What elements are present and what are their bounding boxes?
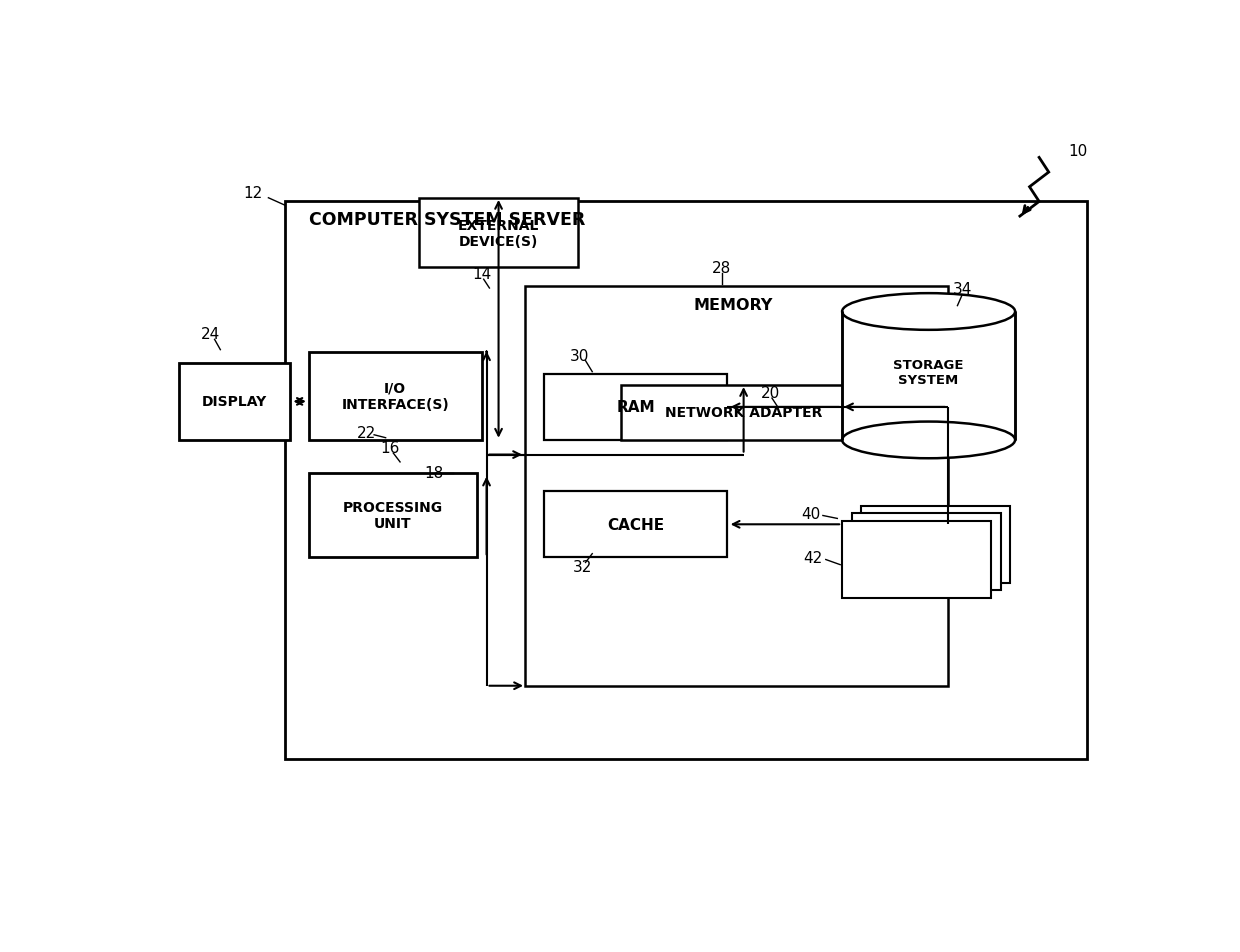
Text: I/O
INTERFACE(S): I/O INTERFACE(S) [341, 382, 449, 411]
Text: 24: 24 [201, 327, 221, 342]
Text: COMPUTER SYSTEM SERVER: COMPUTER SYSTEM SERVER [309, 211, 585, 229]
Bar [525, 287, 947, 686]
Text: PROCESSING
UNIT: PROCESSING UNIT [342, 501, 443, 530]
Text: 14: 14 [472, 267, 491, 282]
Text: 32: 32 [573, 560, 593, 575]
Text: 40: 40 [802, 506, 821, 522]
Bar [179, 364, 290, 441]
Text: 16: 16 [381, 440, 401, 455]
Text: 18: 18 [424, 466, 444, 481]
Bar [862, 506, 1011, 584]
Text: DISPLAY: DISPLAY [202, 395, 267, 409]
Bar [419, 199, 578, 268]
Text: EXTERNAL
DEVICE(S): EXTERNAL DEVICE(S) [458, 218, 539, 248]
Text: MEMORY: MEMORY [693, 298, 773, 312]
Bar [544, 374, 727, 441]
Text: 42: 42 [804, 550, 823, 565]
Text: 20: 20 [760, 386, 780, 400]
Text: RAM: RAM [616, 400, 655, 415]
Ellipse shape [842, 422, 1016, 459]
Bar [842, 312, 1016, 441]
Text: 34: 34 [952, 281, 972, 296]
Text: 28: 28 [712, 261, 732, 276]
Bar [621, 386, 867, 441]
Bar [544, 492, 727, 558]
Bar [309, 473, 477, 558]
Text: 12: 12 [243, 186, 263, 201]
Text: 10: 10 [1068, 144, 1087, 158]
Bar [842, 521, 991, 598]
Bar [309, 352, 481, 441]
Text: NETWORK ADAPTER: NETWORK ADAPTER [665, 406, 822, 420]
Text: STORAGE
SYSTEM: STORAGE SYSTEM [893, 359, 963, 387]
Text: 22: 22 [357, 426, 376, 441]
Text: 30: 30 [570, 348, 589, 364]
Text: CACHE: CACHE [606, 517, 665, 532]
Bar [285, 202, 1087, 760]
Bar [852, 514, 1001, 590]
Ellipse shape [842, 294, 1016, 330]
